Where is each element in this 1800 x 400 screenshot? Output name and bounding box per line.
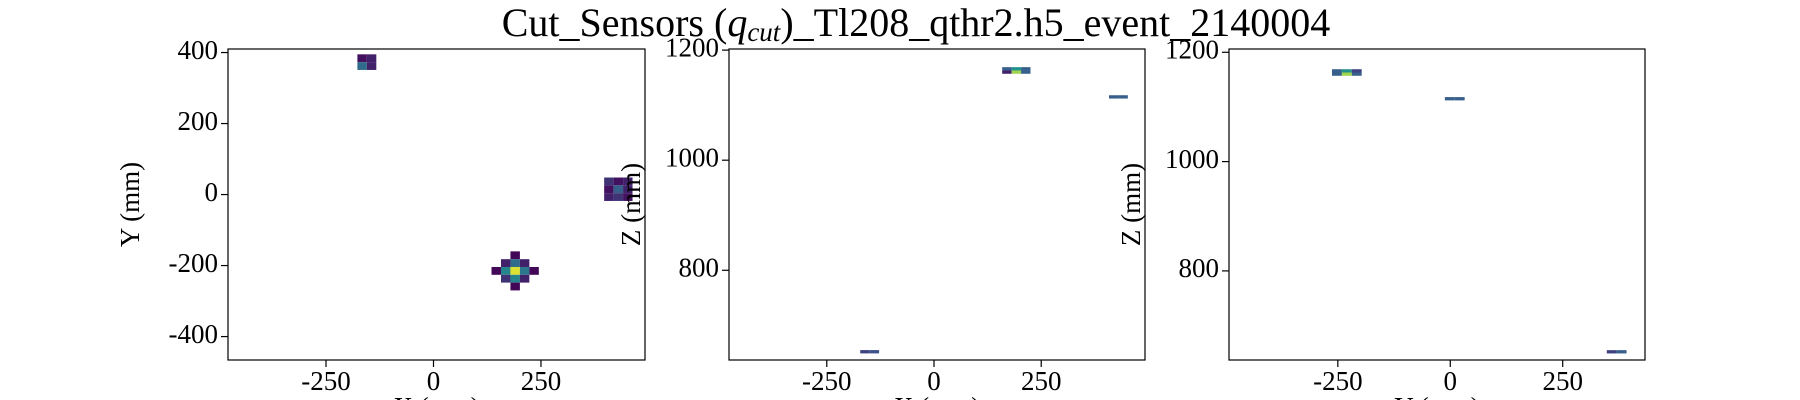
heatmap-cell bbox=[1002, 70, 1012, 74]
heatmap-cell bbox=[1454, 97, 1465, 101]
heatmap-cell bbox=[1351, 69, 1362, 73]
x-axis-label: X (mm) bbox=[894, 392, 980, 400]
axes-frame bbox=[227, 48, 646, 361]
x-tick-label: 250 bbox=[1021, 366, 1062, 396]
heatmap-cell bbox=[357, 54, 367, 63]
heatmap-cell bbox=[1021, 67, 1031, 71]
x-axis-label: X (mm) bbox=[393, 392, 479, 400]
heatmap-cell bbox=[623, 193, 633, 201]
heatmap-cell bbox=[623, 185, 633, 194]
heatmap-cell bbox=[1108, 95, 1119, 99]
x-tick-label: 0 bbox=[1444, 366, 1458, 396]
heatmap-cell bbox=[1341, 72, 1352, 76]
y-tick-label: 800 bbox=[1179, 253, 1220, 283]
heatmap-cell bbox=[1341, 69, 1352, 73]
heatmap-cell bbox=[357, 62, 367, 70]
x-axis-label: Y (mm) bbox=[1394, 392, 1479, 400]
y-tick-label: 1000 bbox=[1165, 144, 1219, 174]
x-tick-label: -250 bbox=[301, 366, 351, 396]
y-axis-label: Z (mm) bbox=[616, 163, 646, 246]
y-tick-label: -400 bbox=[169, 319, 219, 349]
y-axis-label: Y (mm) bbox=[115, 162, 145, 247]
x-tick-label: 0 bbox=[427, 366, 441, 396]
heatmap-cell bbox=[510, 266, 520, 275]
heatmap-cell bbox=[604, 185, 614, 194]
title-text: Cut_Sensors ( bbox=[502, 0, 728, 45]
x-tick-label: 250 bbox=[521, 366, 562, 396]
title-subscript: cut bbox=[747, 17, 781, 47]
y-tick-label: 200 bbox=[178, 106, 219, 136]
x-tick-label: -250 bbox=[802, 366, 852, 396]
heatmap-cell bbox=[500, 259, 511, 267]
heatmap-cell bbox=[529, 266, 539, 275]
heatmap-cell bbox=[604, 177, 614, 186]
x-tick-label: 250 bbox=[1542, 366, 1583, 396]
title-symbol: q bbox=[727, 0, 747, 45]
heatmap-cell bbox=[519, 274, 530, 283]
axes-frame bbox=[1228, 48, 1646, 361]
heatmap-cell bbox=[500, 266, 511, 275]
heatmap-cell bbox=[366, 62, 377, 70]
y-tick-label: 1000 bbox=[665, 142, 719, 172]
heatmap-cell bbox=[869, 350, 880, 354]
heatmap-cell bbox=[1118, 95, 1128, 99]
heatmap-cell bbox=[1331, 72, 1342, 76]
heatmap-cell bbox=[613, 185, 624, 194]
y-tick-label: 1200 bbox=[1165, 34, 1219, 64]
heatmap-cell bbox=[1331, 69, 1342, 73]
heatmap-cell bbox=[860, 350, 870, 354]
title-text: )_Tl208_qthr2.h5_event_2140004 bbox=[780, 0, 1330, 45]
heatmap-cell bbox=[500, 274, 511, 283]
heatmap-cell bbox=[1351, 72, 1362, 76]
heatmap-cell bbox=[1002, 67, 1012, 71]
heatmap-cell bbox=[1616, 350, 1627, 354]
y-tick-label: 0 bbox=[205, 177, 219, 207]
heatmap-cell bbox=[613, 193, 624, 201]
heatmap-cell bbox=[510, 259, 520, 267]
heatmap-cell bbox=[1606, 350, 1617, 354]
heatmap-cell bbox=[623, 177, 633, 186]
axes-frame bbox=[728, 48, 1146, 361]
heatmap-cell bbox=[1011, 70, 1022, 74]
figure-title: Cut_Sensors (qcut)_Tl208_qthr2.h5_event_… bbox=[502, 0, 1331, 47]
heatmap-cell bbox=[510, 251, 520, 260]
y-tick-label: 400 bbox=[178, 35, 219, 65]
y-axis-label: Z (mm) bbox=[1116, 163, 1146, 246]
y-tick-label: 800 bbox=[679, 252, 720, 282]
heatmap-cell bbox=[613, 177, 624, 186]
heatmap-cell bbox=[510, 274, 520, 283]
heatmap-cell bbox=[510, 282, 520, 291]
heatmap-cell bbox=[1011, 67, 1022, 71]
heatmap-cell bbox=[604, 193, 614, 201]
heatmap-cell bbox=[491, 266, 501, 275]
y-tick-label: 1200 bbox=[665, 32, 719, 62]
x-tick-label: 0 bbox=[927, 366, 941, 396]
heatmap-cell bbox=[1021, 70, 1031, 74]
heatmap-cell bbox=[1444, 97, 1455, 101]
heatmap-cell bbox=[519, 266, 530, 275]
heatmap-cell bbox=[366, 54, 377, 63]
x-tick-label: -250 bbox=[1313, 366, 1363, 396]
y-tick-label: -200 bbox=[169, 248, 219, 278]
heatmap-cell bbox=[519, 259, 530, 267]
